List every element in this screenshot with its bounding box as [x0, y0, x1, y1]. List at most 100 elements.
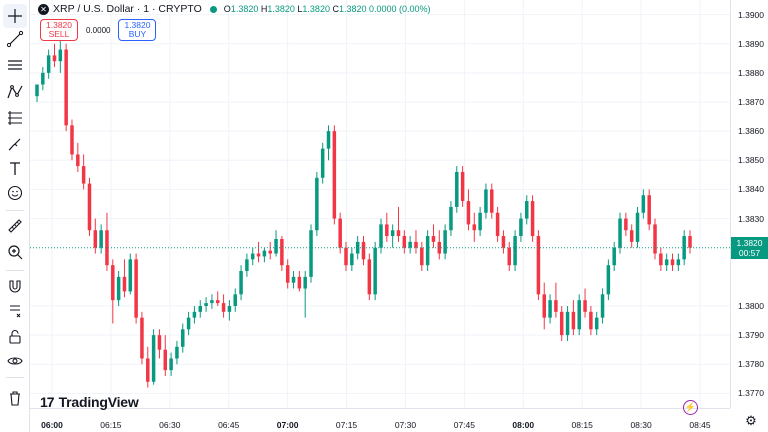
candle: [128, 253, 133, 295]
candle-body: [367, 259, 372, 295]
candle-body: [344, 247, 348, 266]
candle-body: [606, 265, 611, 295]
candle: [600, 288, 605, 324]
market-status-icon: [209, 5, 217, 13]
emoji-icon[interactable]: [3, 181, 27, 205]
candle-body: [379, 224, 383, 248]
candle: [70, 119, 74, 161]
candle: [93, 218, 98, 254]
candle-body: [285, 265, 290, 283]
candle-body: [542, 294, 546, 318]
brush-icon[interactable]: [3, 132, 27, 156]
crosshair-icon[interactable]: [3, 4, 27, 28]
candle-body: [52, 55, 57, 62]
candle-body: [186, 317, 191, 330]
time-axis[interactable]: 06:00 06:15 06:30 06:45 07:00 07:15 07:30 07:45…: [30, 408, 730, 432]
candle-body: [81, 166, 86, 184]
candle-body: [87, 183, 92, 231]
candle: [151, 329, 156, 385]
candle: [163, 335, 168, 376]
time-tick-label: 08:45: [689, 420, 711, 430]
candle-body: [513, 236, 517, 266]
price-axis[interactable]: 1.3900 1.3890 1.3880 1.3870 1.3860 1.3850 1.38…: [730, 0, 768, 408]
candle: [41, 67, 45, 91]
lock-icon[interactable]: [3, 325, 27, 349]
candle: [565, 306, 570, 341]
candle: [641, 189, 646, 219]
candle-body: [157, 335, 162, 350]
zoom-in-icon[interactable]: [3, 240, 27, 264]
candle-body: [484, 189, 488, 213]
candle-body: [414, 241, 418, 248]
magnet-icon[interactable]: [3, 274, 27, 298]
horizontal-lines-icon[interactable]: [3, 53, 27, 77]
candle-body: [571, 311, 576, 330]
candle: [215, 291, 220, 306]
candle: [629, 224, 634, 248]
candle: [414, 230, 418, 254]
time-tick-label: 07:30: [394, 420, 417, 430]
candle: [402, 230, 407, 254]
candle: [536, 230, 541, 301]
candle-body: [670, 259, 675, 266]
candle: [291, 271, 296, 289]
candle-body: [233, 294, 237, 306]
candle: [181, 323, 185, 353]
candle: [99, 224, 103, 254]
candle: [227, 300, 232, 321]
lightning-icon[interactable]: ⚡: [683, 400, 698, 415]
pattern-icon[interactable]: [3, 80, 27, 104]
candle-body: [198, 306, 202, 312]
price-tick-label: 1.3840: [738, 184, 764, 195]
candle: [268, 241, 272, 260]
candle: [134, 253, 138, 324]
candle-body: [181, 329, 185, 347]
candle-body: [629, 230, 634, 242]
candle-body: [99, 230, 103, 248]
visibility-icon[interactable]: [3, 349, 27, 373]
fib-retracement-icon[interactable]: [3, 106, 27, 130]
price-tick-label: 1.3880: [738, 67, 764, 78]
candle-body: [641, 195, 646, 213]
text-icon[interactable]: [3, 157, 27, 181]
symbol-title[interactable]: XRP / U.S. Dollar · 1 · CRYPTO: [53, 3, 202, 15]
xrp-logo-icon: ✕: [38, 3, 49, 15]
candle: [338, 212, 342, 254]
candle-body: [577, 300, 581, 330]
candle-body: [554, 300, 558, 312]
candle: [455, 166, 459, 213]
candle: [250, 247, 255, 266]
current-price-label: 1.3820 00:57: [731, 236, 768, 259]
candle-body: [455, 171, 459, 207]
trend-line-icon[interactable]: [3, 27, 27, 51]
buy-button[interactable]: 1.3820 BUY: [118, 19, 157, 41]
candle-body: [618, 218, 622, 248]
candle: [361, 236, 366, 266]
candle-body: [664, 259, 669, 266]
candle-body: [350, 253, 354, 266]
sell-button[interactable]: 1.3820 SELL: [40, 19, 78, 41]
tradingview-logo[interactable]: 17 TradingView: [40, 394, 139, 410]
candle: [484, 183, 488, 219]
candle: [309, 224, 313, 283]
candle-body: [163, 349, 168, 371]
candle-body: [495, 212, 500, 237]
candle: [594, 311, 599, 336]
toolbar-divider: [6, 210, 24, 211]
candle: [425, 230, 430, 272]
candle: [519, 212, 523, 242]
candle-body: [256, 253, 261, 257]
time-tick-label: 07:00: [276, 420, 299, 430]
price-chart[interactable]: [30, 0, 730, 408]
candle: [431, 224, 436, 248]
candle: [449, 201, 453, 237]
trash-icon[interactable]: [3, 386, 27, 410]
lock-drawings-icon[interactable]: [3, 299, 27, 323]
candle-body: [408, 241, 412, 248]
candle: [233, 288, 237, 312]
candle: [647, 189, 651, 231]
gear-icon[interactable]: ⚙: [745, 413, 757, 428]
ruler-icon[interactable]: [3, 214, 27, 238]
candle-body: [116, 276, 121, 301]
candle-body: [245, 259, 249, 272]
